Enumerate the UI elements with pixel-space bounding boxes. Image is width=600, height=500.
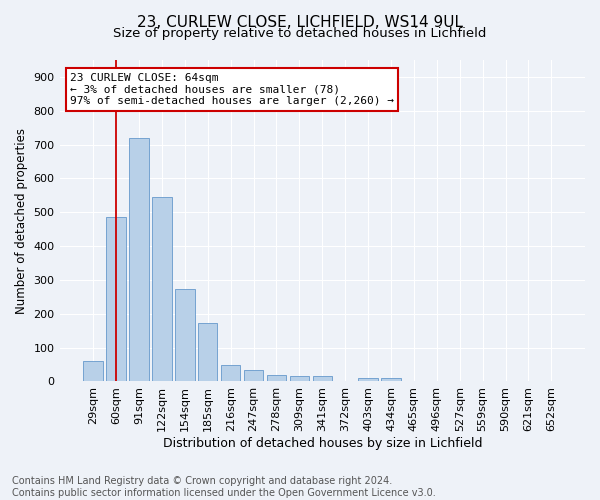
- Text: Contains HM Land Registry data © Crown copyright and database right 2024.
Contai: Contains HM Land Registry data © Crown c…: [12, 476, 436, 498]
- X-axis label: Distribution of detached houses by size in Lichfield: Distribution of detached houses by size …: [163, 437, 482, 450]
- Bar: [244, 370, 263, 382]
- Bar: [290, 376, 309, 382]
- Text: Size of property relative to detached houses in Lichfield: Size of property relative to detached ho…: [113, 28, 487, 40]
- Bar: [381, 378, 401, 382]
- Text: 23 CURLEW CLOSE: 64sqm
← 3% of detached houses are smaller (78)
97% of semi-deta: 23 CURLEW CLOSE: 64sqm ← 3% of detached …: [70, 73, 394, 106]
- Y-axis label: Number of detached properties: Number of detached properties: [15, 128, 28, 314]
- Bar: [83, 361, 103, 382]
- Bar: [221, 365, 241, 382]
- Bar: [358, 378, 378, 382]
- Bar: [129, 138, 149, 382]
- Bar: [175, 290, 194, 382]
- Bar: [313, 376, 332, 382]
- Bar: [152, 197, 172, 382]
- Bar: [267, 376, 286, 382]
- Bar: [106, 218, 126, 382]
- Text: 23, CURLEW CLOSE, LICHFIELD, WS14 9UL: 23, CURLEW CLOSE, LICHFIELD, WS14 9UL: [137, 15, 463, 30]
- Bar: [198, 324, 217, 382]
